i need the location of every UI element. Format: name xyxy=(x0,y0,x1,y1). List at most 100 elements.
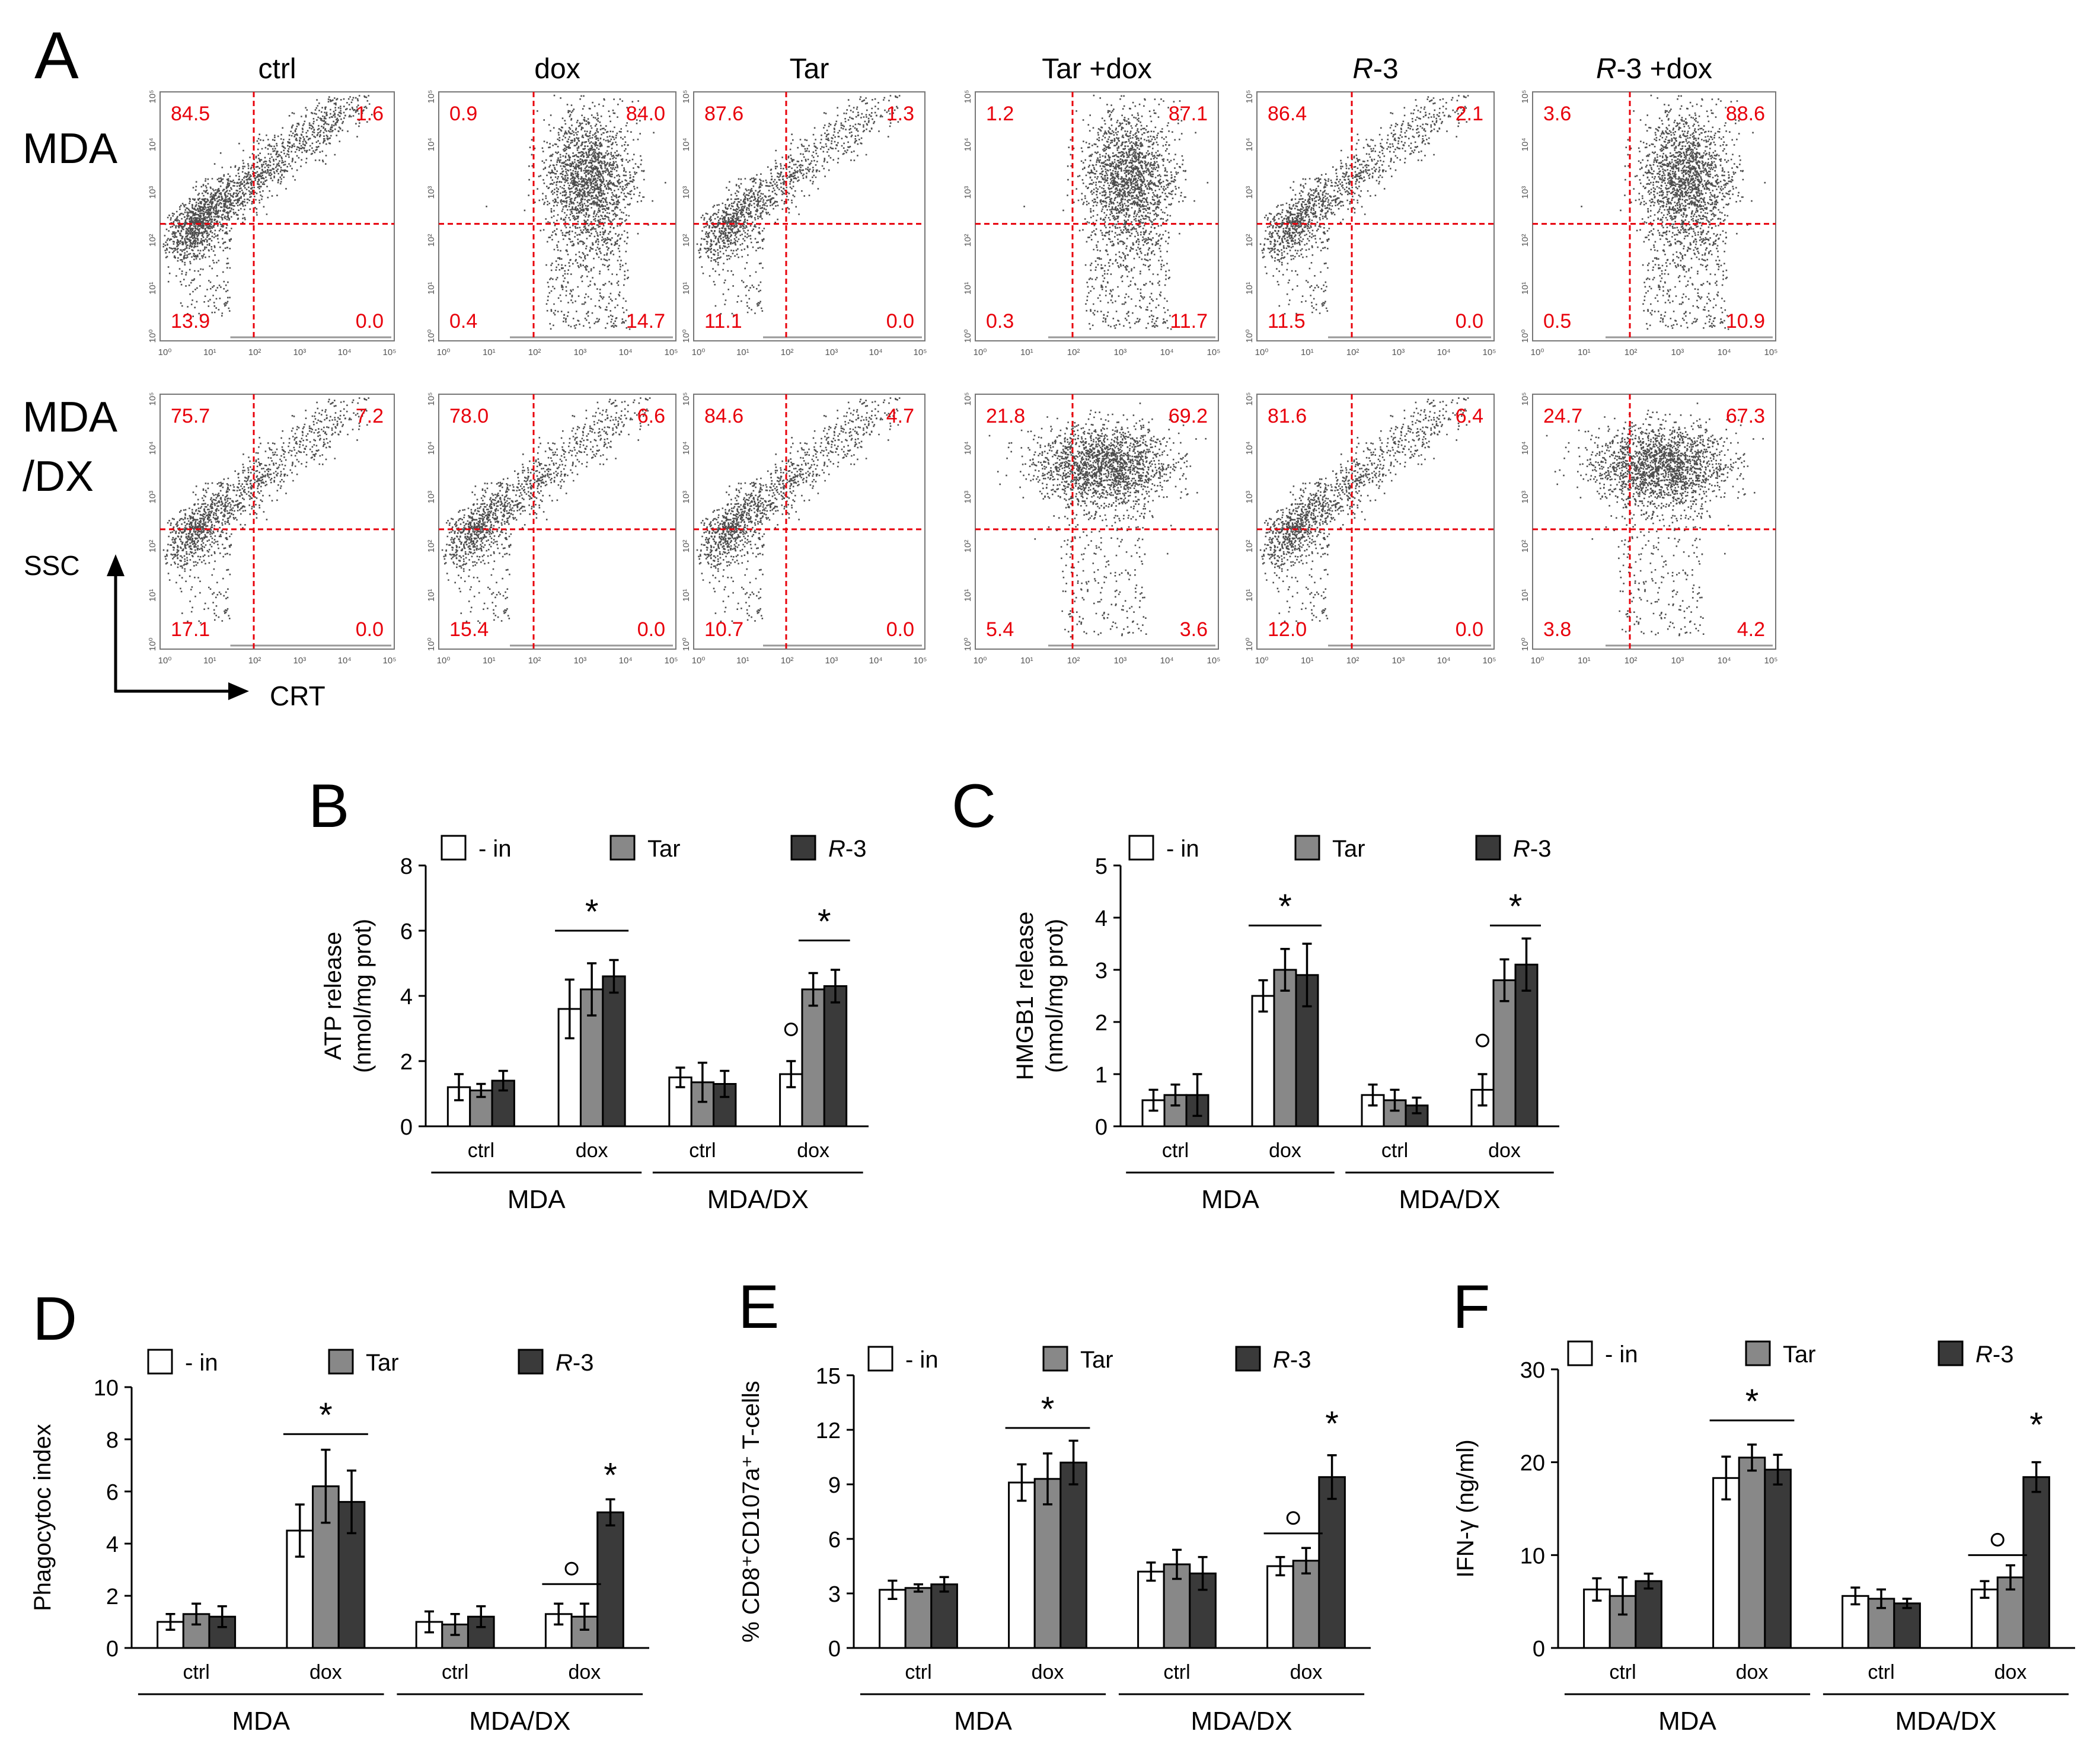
quadrant-ur-value: 67.3 xyxy=(1726,405,1765,427)
x-tick-label: 10⁴ xyxy=(869,347,883,357)
plot-frame xyxy=(1532,394,1776,650)
plot-frame xyxy=(693,394,925,650)
y-tick-label: 10² xyxy=(426,540,436,553)
bar xyxy=(1764,1468,1792,1649)
flow-plot-0-4: 86.4 2.1 11.5 0.0 10⁰ 10¹ 10² 10³ 10⁴ 10⁵ 10⁰ 10¹ 10… xyxy=(1244,90,1496,357)
y-tick-label: 30 xyxy=(1520,1358,1545,1383)
legend-label: Tar xyxy=(1783,1341,1816,1368)
y-tick-label: 3 xyxy=(1095,959,1108,983)
bar xyxy=(1492,979,1517,1127)
x-tick-label: 10³ xyxy=(1114,347,1127,357)
group-label: MDA xyxy=(1658,1707,1716,1736)
significance-star: * xyxy=(585,893,599,931)
y-tick-label: 10⁴ xyxy=(963,138,973,151)
y-tick-label: 10 xyxy=(1520,1544,1545,1569)
column-title-3: Tar +dox xyxy=(1042,53,1151,85)
y-tick-label: 10⁵ xyxy=(1520,90,1530,104)
y-tick-label: 10² xyxy=(1244,540,1255,553)
bar-panel-e: E 0 3 6 9 12 15 % CD8⁺CD107a⁺ T-cells - in Tar R-3… xyxy=(738,1273,1371,1736)
bar-panel-d: D 0 2 4 6 8 10 Phagocytoc index - in Tar R-3 ctrl do… xyxy=(30,1285,649,1736)
x-tick-label: 10² xyxy=(1067,347,1080,357)
category-label: ctrl xyxy=(905,1661,931,1684)
crt-arrow-head xyxy=(228,682,249,700)
panel-letter: F xyxy=(1453,1273,1491,1341)
y-tick-label: 10⁰ xyxy=(1520,638,1530,651)
event-dots xyxy=(441,397,651,624)
x-tick-label: 10⁵ xyxy=(1207,656,1221,666)
significance-star: * xyxy=(2029,1406,2043,1444)
flow-plot-1-1: 78.0 6.6 15.4 0.0 10⁰ 10¹ 10² 10³ 10⁴ 10⁵ 10⁰ 10¹ 10… xyxy=(426,392,678,666)
x-tick-label: 10³ xyxy=(825,656,838,666)
plot-frame xyxy=(438,394,676,650)
x-tick-label: 10² xyxy=(1625,656,1638,666)
x-tick-label: 10² xyxy=(1067,656,1080,666)
y-axis-label: ATP release xyxy=(320,932,346,1060)
bar xyxy=(1059,1461,1087,1649)
x-tick-label: 10³ xyxy=(574,656,587,666)
bar xyxy=(1266,1565,1294,1649)
legend-label: R-3 xyxy=(1513,836,1551,862)
y-tick-label: 10⁰ xyxy=(426,330,436,343)
plot-frame xyxy=(975,394,1219,650)
quadrant-ll-value: 5.4 xyxy=(986,618,1014,641)
flow-plot-0-5: 3.6 88.6 0.5 10.9 10⁰ 10¹ 10² 10³ 10⁴ 10⁵ 10⁰ 10¹ 10… xyxy=(1520,90,1777,357)
quadrant-lr-value: 0.0 xyxy=(886,310,914,333)
y-tick-label: 10⁰ xyxy=(963,330,973,343)
legend-label: Tar xyxy=(366,1350,399,1376)
y-tick-label: 10² xyxy=(681,234,691,247)
quadrant-ul-value: 81.6 xyxy=(1268,405,1307,427)
column-title-4: R-3 xyxy=(1352,53,1398,85)
quadrant-ul-value: 21.8 xyxy=(986,405,1025,427)
x-tick-label: 10² xyxy=(248,656,261,666)
bar xyxy=(1738,1456,1766,1649)
group-label: MDA/DX xyxy=(1895,1707,1996,1736)
quadrant-ul-value: 86.4 xyxy=(1268,103,1307,125)
quadrant-ur-value: 1.6 xyxy=(356,103,384,125)
x-tick-label: 10⁴ xyxy=(338,347,352,357)
row-label-1-1: /DX xyxy=(23,453,94,500)
x-tick-label: 10³ xyxy=(825,347,838,357)
y-tick-label: 10⁴ xyxy=(1520,441,1530,455)
category-label: dox xyxy=(1736,1661,1769,1684)
y-tick-label: 10³ xyxy=(963,491,973,504)
x-tick-label: 10³ xyxy=(1114,656,1127,666)
event-dots xyxy=(1259,95,1469,317)
y-tick-label: 8 xyxy=(106,1428,119,1453)
quadrant-ul-value: 84.5 xyxy=(171,103,210,125)
y-tick-label: 10⁵ xyxy=(1520,392,1530,406)
flow-plot-0-0: 84.5 1.6 13.9 0.0 10⁰ 10¹ 10² 10³ 10⁴ 10⁵ 10⁰ 10¹ 10… xyxy=(148,90,396,357)
flow-plot-1-2: 84.6 4.7 10.7 0.0 10⁰ 10¹ 10² 10³ 10⁴ 10⁵ 10⁰ 10¹ 10… xyxy=(681,392,927,666)
y-tick-label: 10⁵ xyxy=(148,90,158,104)
quadrant-lr-value: 0.0 xyxy=(356,310,384,333)
x-tick-label: 10¹ xyxy=(1578,347,1591,357)
flow-plot-1-0: 75.7 7.2 17.1 0.0 10⁰ 10¹ 10² 10³ 10⁴ 10⁵ 10⁰ 10¹ 10… xyxy=(148,392,396,666)
x-tick-label: 10⁰ xyxy=(1255,656,1269,666)
panel-letter-a: A xyxy=(34,18,79,92)
x-tick-label: 10³ xyxy=(293,656,307,666)
y-tick-label: 10³ xyxy=(963,186,973,199)
group-label: MDA xyxy=(1201,1185,1259,1214)
y-tick-label: 10¹ xyxy=(681,589,691,602)
y-tick-label: 10⁰ xyxy=(681,638,691,651)
y-axis-label: IFN-γ (ng/ml) xyxy=(1453,1439,1479,1577)
row-label-0-0: MDA xyxy=(23,125,117,173)
legend-swatch xyxy=(1235,1346,1261,1372)
x-tick-label: 10⁵ xyxy=(1483,656,1496,666)
row-label-1-0: MDA xyxy=(23,394,117,441)
quadrant-ur-value: 7.2 xyxy=(356,405,384,427)
legend-swatch xyxy=(147,1349,173,1375)
quadrant-ll-value: 0.5 xyxy=(1543,310,1571,333)
x-tick-label: 10⁵ xyxy=(1207,347,1221,357)
y-tick-label: 6 xyxy=(400,919,413,944)
y-tick-label: 4 xyxy=(1095,906,1108,931)
event-dots xyxy=(696,95,901,317)
significance-star: * xyxy=(1509,887,1523,926)
event-dots xyxy=(696,397,901,624)
quadrant-ur-value: 88.6 xyxy=(1726,103,1765,125)
y-tick-label: 2 xyxy=(106,1585,119,1609)
y-tick-label: 4 xyxy=(106,1532,119,1557)
legend-label: Tar xyxy=(1080,1347,1113,1373)
y-axis-label: HMGB1 release xyxy=(1012,912,1038,1081)
quadrant-ll-value: 3.8 xyxy=(1543,618,1571,641)
legend-label: - in xyxy=(1166,836,1199,862)
